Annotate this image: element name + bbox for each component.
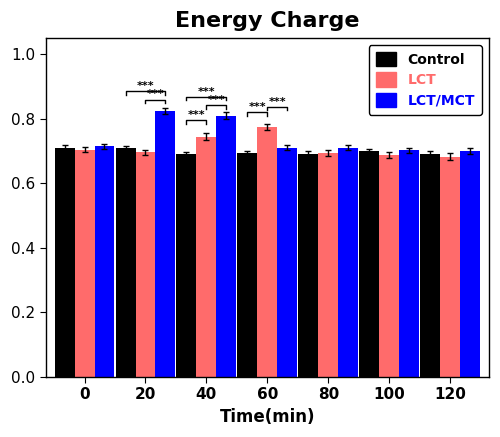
Bar: [196, 137, 216, 377]
Legend: Control, LCT, LCT/MCT: Control, LCT, LCT/MCT: [368, 45, 482, 114]
Text: ***: ***: [198, 87, 215, 97]
Bar: [258, 127, 278, 377]
Text: ***: ***: [136, 81, 154, 91]
Bar: [94, 146, 114, 377]
Text: ***: ***: [208, 95, 225, 105]
Text: ***: ***: [146, 89, 164, 99]
Bar: [116, 148, 136, 377]
Bar: [74, 149, 94, 377]
Bar: [360, 151, 379, 377]
Bar: [399, 150, 419, 377]
Bar: [176, 154, 197, 377]
Bar: [420, 154, 440, 377]
Bar: [298, 154, 318, 377]
Bar: [156, 111, 176, 377]
Bar: [278, 148, 297, 377]
Title: Energy Charge: Energy Charge: [175, 11, 360, 31]
Bar: [238, 153, 258, 377]
Bar: [379, 155, 399, 377]
Bar: [216, 116, 236, 377]
Bar: [460, 151, 480, 377]
Bar: [136, 152, 156, 377]
Bar: [318, 153, 338, 377]
Bar: [54, 148, 74, 377]
X-axis label: Time(min): Time(min): [220, 408, 315, 426]
Text: ***: ***: [188, 110, 205, 120]
Text: ***: ***: [268, 97, 286, 107]
Text: ***: ***: [248, 102, 266, 112]
Bar: [440, 156, 460, 377]
Bar: [338, 148, 358, 377]
